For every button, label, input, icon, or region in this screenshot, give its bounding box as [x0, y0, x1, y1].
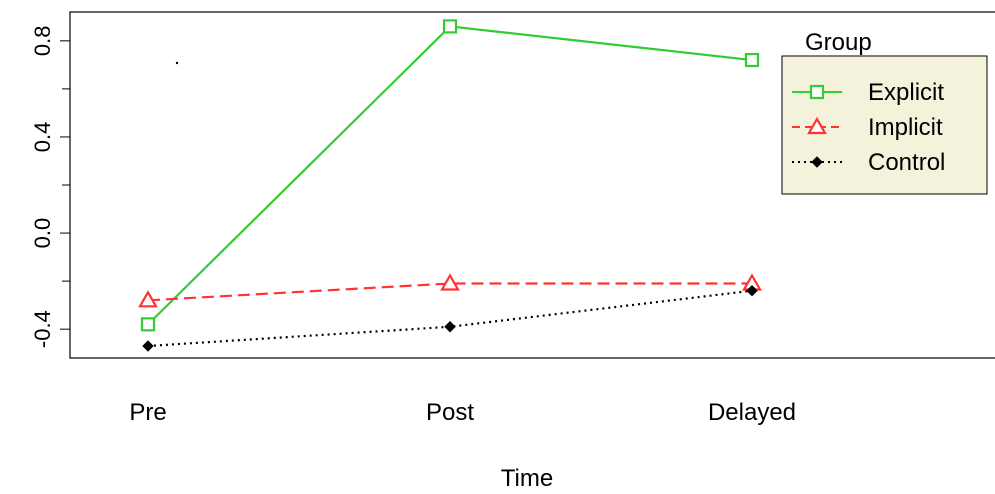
- legend-title: Group: [805, 29, 872, 56]
- y-tick-label: 0.4: [30, 122, 55, 153]
- data-point-implicit: [440, 273, 460, 291]
- data-point-explicit: [744, 52, 760, 68]
- data-point-implicit: [138, 290, 158, 308]
- data-point-control: [444, 321, 456, 333]
- legend-marker: [811, 156, 823, 168]
- series-implicit: [138, 273, 762, 308]
- legend-marker: [809, 84, 825, 100]
- x-tick-label: Pre: [129, 399, 166, 426]
- y-tick-label: 0.0: [30, 218, 55, 249]
- legend-entry-explicit: Explicit: [792, 79, 944, 106]
- series-line-control: [147, 289, 753, 348]
- legend-label: Implicit: [868, 114, 943, 141]
- x-axis-title: Time: [501, 465, 553, 492]
- data-point-explicit: [140, 317, 156, 332]
- data-point-control: [746, 285, 758, 297]
- x-axis-labels: Pre Post Delayed: [129, 399, 796, 426]
- series-layer: [138, 19, 762, 352]
- legend: Group Explicit Implicit Control: [781, 29, 988, 195]
- legend-marker: [807, 116, 827, 135]
- legend-entry-control: Control: [792, 149, 945, 176]
- series-line-implicit: [147, 282, 752, 302]
- data-point-explicit: [442, 19, 458, 34]
- data-point-control: [142, 340, 154, 352]
- stray-dot: [175, 61, 179, 65]
- x-tick-label: Delayed: [708, 399, 796, 426]
- legend-entry-implicit: Implicit: [792, 114, 943, 141]
- y-tick-label: 0.8: [30, 26, 55, 57]
- y-axis: -0.4 0.0 0.4 0.8: [30, 26, 70, 348]
- legend-label: Explicit: [868, 79, 944, 106]
- series-control: [142, 285, 758, 352]
- y-tick-label: -0.4: [30, 310, 55, 348]
- x-tick-label: Post: [426, 399, 474, 426]
- legend-label: Control: [868, 149, 945, 176]
- series-explicit: [140, 19, 760, 332]
